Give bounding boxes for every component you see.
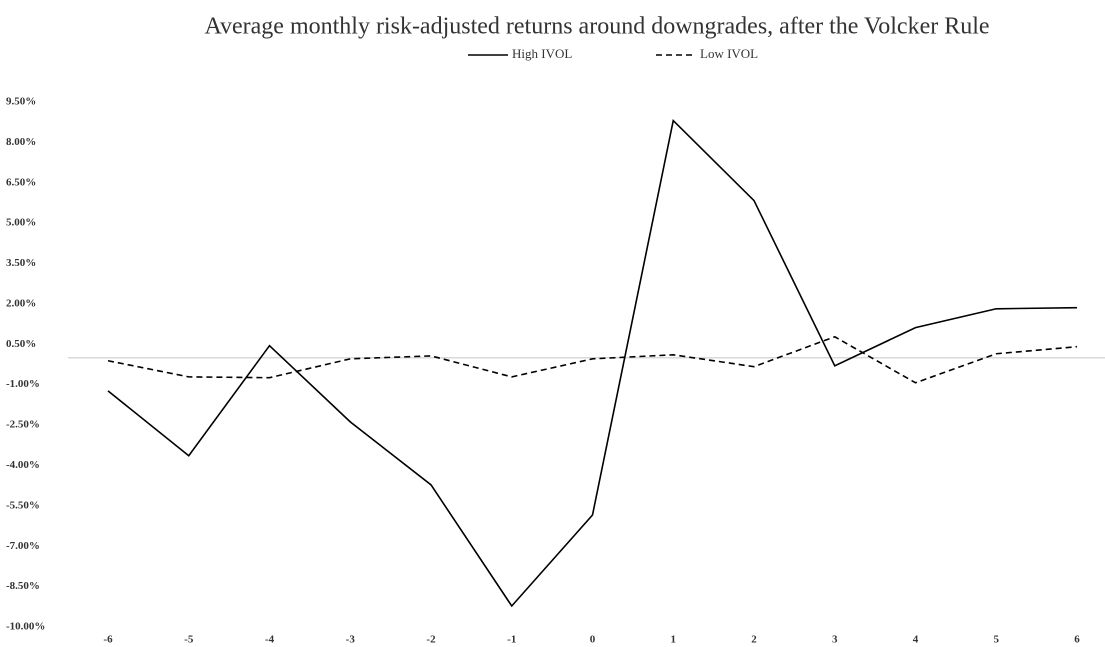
x-tick-label: -6 [103, 634, 113, 646]
x-tick-label: 0 [590, 634, 596, 646]
x-tick-label: 2 [751, 634, 757, 646]
y-tick-label: 8.00% [6, 136, 36, 148]
x-tick-label: 3 [832, 634, 838, 646]
x-tick-label: 4 [913, 634, 919, 646]
legend-label: High IVOL [512, 46, 572, 61]
x-tick-label: 6 [1074, 634, 1080, 646]
y-tick-label: -4.00% [6, 459, 40, 471]
y-tick-label: 2.00% [6, 297, 36, 309]
series-line [107, 118, 1078, 608]
y-tick-label: 0.50% [6, 338, 36, 350]
x-tick-label: -4 [265, 634, 275, 646]
x-tick-label: -5 [184, 634, 194, 646]
y-tick-label: -2.50% [6, 419, 40, 431]
x-tick-label: 1 [671, 634, 677, 646]
x-tick-label: -2 [426, 634, 436, 646]
legend-label: Low IVOL [700, 46, 758, 61]
series-line [107, 335, 1078, 384]
y-tick-label: 9.50% [6, 96, 36, 108]
y-tick-label: -8.50% [6, 580, 40, 592]
y-tick-label: -10.00% [6, 621, 45, 633]
y-tick-label: -5.50% [6, 499, 40, 511]
y-tick-label: -1.00% [6, 378, 40, 390]
x-tick-label: 5 [994, 634, 1000, 646]
y-tick-label: 3.50% [6, 257, 36, 269]
chart-title: Average monthly risk-adjusted returns ar… [204, 14, 989, 40]
y-tick-label: 5.00% [6, 217, 36, 229]
y-tick-label: -7.00% [6, 540, 40, 552]
x-tick-label: -3 [346, 634, 356, 646]
x-tick-label: -1 [507, 634, 516, 646]
y-tick-label: 6.50% [6, 176, 36, 188]
